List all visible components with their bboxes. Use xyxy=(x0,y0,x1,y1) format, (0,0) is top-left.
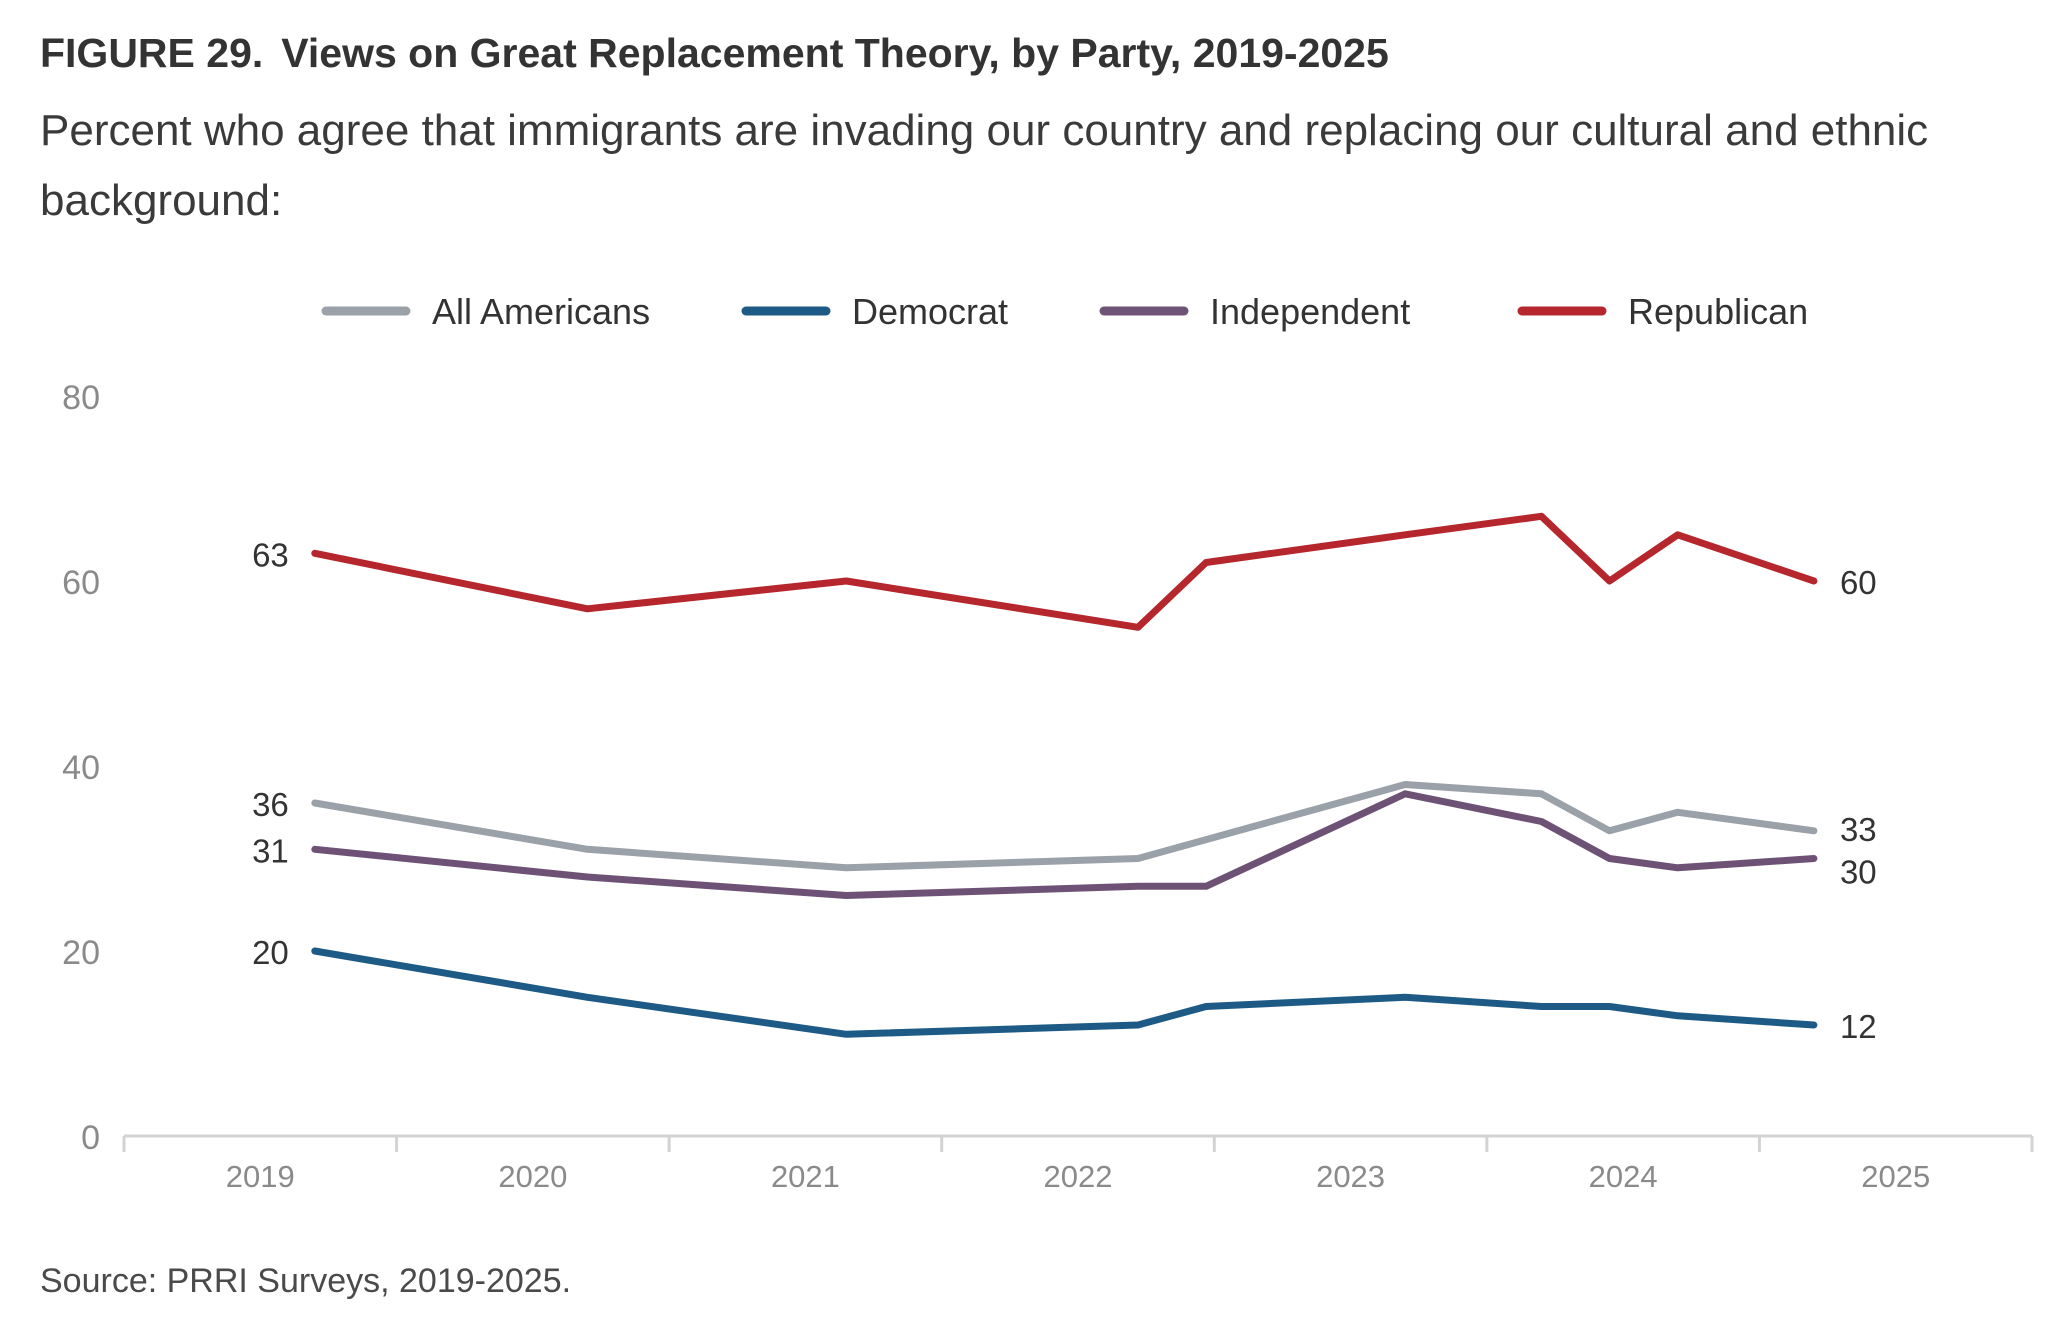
x-tick-label-2020: 2020 xyxy=(498,1159,567,1194)
legend-label-republican: Republican xyxy=(1628,291,1808,332)
x-tick-label-2022: 2022 xyxy=(1044,1159,1113,1194)
data-label-end-independent: 30 xyxy=(1840,854,1877,891)
data-label-end-all-americans: 33 xyxy=(1840,811,1877,848)
x-tick-label-2021: 2021 xyxy=(771,1159,840,1194)
x-axis: 2019 2020 2021 2022 2023 2024 2025 xyxy=(122,1134,2034,1194)
data-label-start-democrat: 20 xyxy=(252,934,289,971)
figure-label: FIGURE 29. xyxy=(40,30,264,76)
legend-label-all-americans: All Americans xyxy=(432,291,650,332)
data-label-start-republican: 63 xyxy=(252,536,289,573)
y-tick-label-20: 20 xyxy=(62,934,100,972)
data-label-start-all-americans: 36 xyxy=(252,786,289,823)
data-label-end-republican: 60 xyxy=(1840,564,1877,601)
y-tick-label-60: 60 xyxy=(62,564,100,602)
data-label-end-democrat: 12 xyxy=(1840,1008,1877,1045)
legend-item-democrat: Democrat xyxy=(741,291,1008,332)
series-line-independent xyxy=(311,790,1818,899)
series-line-all-americans xyxy=(311,781,1818,872)
source-note: Source: PRRI Surveys, 2019-2025. xyxy=(40,1262,572,1300)
legend-label-independent: Independent xyxy=(1210,291,1410,332)
x-tick-label-2023: 2023 xyxy=(1316,1159,1385,1194)
y-tick-label-80: 80 xyxy=(62,379,100,417)
series-layer xyxy=(311,512,1818,1038)
x-tick-label-2019: 2019 xyxy=(226,1159,295,1194)
x-tick-label-2025: 2025 xyxy=(1861,1159,1930,1194)
data-label-start-independent: 31 xyxy=(252,832,289,869)
figure-subtitle: Percent who agree that immigrants are in… xyxy=(40,106,1929,225)
y-tick-label-40: 40 xyxy=(62,749,100,787)
y-tick-label-0: 0 xyxy=(81,1119,100,1157)
x-tick-label-2024: 2024 xyxy=(1589,1159,1658,1194)
data-label-layer: 36 33 20 12 31 30 63 60 xyxy=(252,536,1877,1045)
legend-item-independent: Independent xyxy=(1099,291,1410,332)
figure-title: FIGURE 29. Views on Great Replacement The… xyxy=(40,30,1389,77)
legend-label-democrat: Democrat xyxy=(852,291,1008,332)
legend-item-republican: Republican xyxy=(1517,291,1808,332)
series-line-democrat xyxy=(311,947,1818,1038)
legend: All Americans Democrat Independent Republic… xyxy=(321,291,1808,332)
figure-title-text: Views on Great Replacement Theory, by Pa… xyxy=(281,30,1389,76)
y-axis: 0 20 40 60 80 xyxy=(62,379,100,1157)
legend-item-all-americans: All Americans xyxy=(321,291,650,332)
series-line-republican xyxy=(311,512,1818,631)
